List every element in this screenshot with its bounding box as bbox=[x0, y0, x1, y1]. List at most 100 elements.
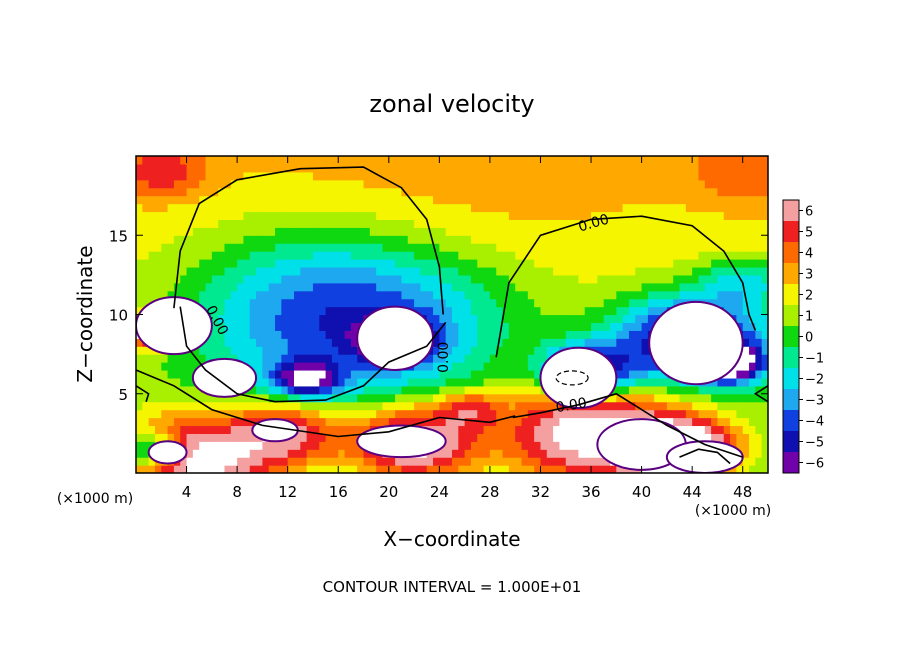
heat-cell bbox=[363, 409, 371, 419]
heat-cell bbox=[540, 187, 548, 197]
heat-cell bbox=[755, 203, 763, 213]
heat-cell bbox=[281, 219, 289, 228]
colorbar-swatch bbox=[783, 284, 799, 306]
heat-cell bbox=[243, 354, 251, 363]
heat-cell bbox=[641, 377, 649, 387]
heat-cell bbox=[534, 156, 542, 165]
heat-cell bbox=[749, 409, 756, 419]
heat-cell bbox=[622, 282, 630, 292]
heat-cell bbox=[192, 187, 200, 197]
heat-cell bbox=[628, 354, 636, 363]
heat-cell bbox=[268, 385, 276, 395]
heat-cell bbox=[325, 187, 333, 197]
heat-cell bbox=[559, 338, 567, 347]
heat-cell bbox=[407, 385, 415, 395]
out-of-range-cell bbox=[294, 369, 301, 379]
heat-cell bbox=[319, 377, 327, 387]
heat-cell bbox=[388, 401, 396, 411]
heat-cell bbox=[692, 163, 700, 173]
heat-cell bbox=[578, 290, 586, 300]
heat-cell bbox=[603, 195, 611, 205]
heat-cell bbox=[167, 156, 175, 165]
heat-cell bbox=[534, 441, 542, 450]
heat-cell bbox=[723, 393, 731, 403]
heat-cell bbox=[515, 163, 523, 173]
heat-cell bbox=[344, 187, 352, 197]
out-of-range-cell bbox=[553, 425, 561, 434]
heat-cell bbox=[711, 171, 719, 181]
heat-cell bbox=[502, 274, 510, 284]
heat-cell bbox=[578, 274, 586, 284]
heat-cell bbox=[666, 179, 674, 189]
heat-cell bbox=[230, 298, 238, 308]
heat-cell bbox=[294, 187, 301, 197]
heat-cell bbox=[603, 163, 611, 173]
heat-cell bbox=[458, 393, 466, 403]
heat-cell bbox=[148, 282, 156, 292]
heat-cell bbox=[508, 298, 516, 308]
heat-cell bbox=[350, 251, 358, 260]
heat-cell bbox=[426, 282, 434, 292]
heat-cell bbox=[287, 441, 295, 450]
heat-cell bbox=[572, 156, 579, 165]
heat-cell bbox=[755, 362, 763, 371]
dashed-contour-line bbox=[555, 370, 589, 386]
heat-cell bbox=[262, 203, 270, 213]
heat-cell bbox=[382, 393, 390, 403]
heat-cell bbox=[369, 306, 377, 316]
heat-cell bbox=[173, 235, 181, 244]
heat-cell bbox=[628, 322, 636, 331]
out-of-range-cell bbox=[294, 377, 301, 387]
heat-cell bbox=[445, 195, 453, 205]
heat-cell bbox=[458, 441, 466, 450]
heat-cell bbox=[294, 227, 301, 236]
heat-cell bbox=[142, 425, 150, 434]
heat-cell bbox=[249, 401, 257, 411]
heat-cell bbox=[136, 465, 143, 473]
heat-cell bbox=[218, 219, 226, 228]
heat-cell bbox=[464, 346, 472, 355]
heat-cell bbox=[363, 179, 371, 189]
heat-cell bbox=[237, 306, 245, 316]
heat-cell bbox=[306, 330, 314, 339]
heat-cell bbox=[496, 195, 504, 205]
heat-cell bbox=[281, 354, 289, 363]
heat-cell bbox=[262, 441, 270, 450]
out-of-range-cell bbox=[312, 377, 320, 387]
heat-cell bbox=[154, 163, 162, 173]
heat-cell bbox=[243, 425, 251, 434]
heat-cell bbox=[660, 290, 668, 300]
heat-cell bbox=[458, 433, 466, 442]
out-of-range-cell bbox=[610, 417, 617, 427]
out-of-range-cell bbox=[679, 425, 687, 434]
heat-cell bbox=[344, 290, 352, 300]
heat-cell bbox=[395, 171, 403, 181]
heat-cell bbox=[730, 393, 737, 403]
heat-cell bbox=[483, 306, 491, 316]
heat-cell bbox=[281, 393, 289, 403]
heat-cell bbox=[546, 306, 554, 316]
heat-cell bbox=[325, 227, 333, 236]
heat-cell bbox=[205, 251, 213, 260]
heat-cell bbox=[483, 330, 491, 339]
heat-cell bbox=[761, 346, 768, 355]
heat-cell bbox=[294, 346, 301, 355]
heat-cell bbox=[173, 385, 181, 395]
heat-cell bbox=[622, 306, 630, 316]
heat-cell bbox=[572, 195, 579, 205]
heat-cell bbox=[325, 314, 333, 324]
heat-cell bbox=[426, 195, 434, 205]
heat-cell bbox=[388, 195, 396, 205]
heat-cell bbox=[540, 449, 548, 458]
colorbar-tick-label: −5 bbox=[805, 436, 824, 451]
heat-cell bbox=[388, 298, 396, 308]
heat-cell bbox=[439, 425, 447, 434]
heat-cell bbox=[470, 369, 478, 379]
heat-cell bbox=[331, 433, 339, 442]
heat-cell bbox=[433, 338, 440, 347]
heat-cell bbox=[635, 235, 643, 244]
heat-cell bbox=[154, 274, 162, 284]
heat-cell bbox=[237, 243, 245, 252]
heat-cell bbox=[673, 195, 681, 205]
out-of-range-cell bbox=[565, 425, 573, 434]
